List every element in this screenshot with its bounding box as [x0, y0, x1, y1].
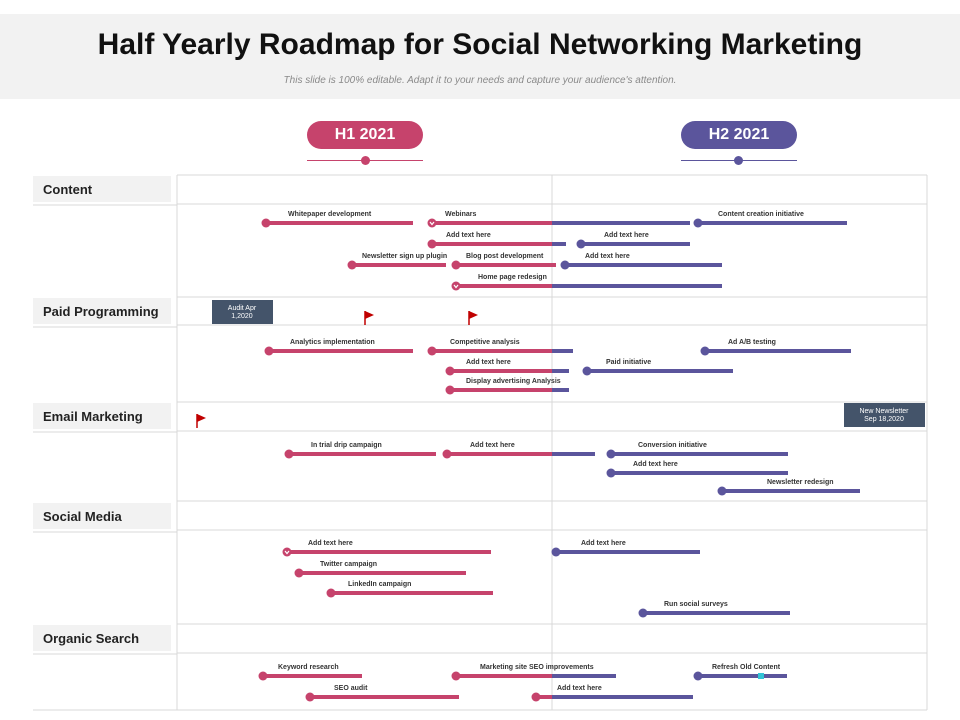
category-box — [33, 625, 171, 651]
task-label: Newsletter redesign — [767, 479, 834, 486]
task-label: Add text here — [466, 359, 511, 366]
milestone-marker — [758, 673, 764, 679]
task-label: Content creation initiative — [718, 211, 804, 218]
task-start-dot — [693, 218, 703, 228]
flag-icon — [469, 311, 478, 319]
task-start-dot — [560, 260, 570, 270]
category-label: Content — [43, 182, 93, 197]
milestone-label: Audit Apr 1,2020 — [228, 305, 257, 320]
task-label: Run social surveys — [664, 601, 728, 608]
task-label: Add text here — [470, 442, 515, 449]
category-box — [33, 298, 171, 324]
milestone-label-line: 1,2020 — [231, 313, 253, 320]
chevron-down-icon — [429, 221, 435, 226]
milestone-label: New Newsletter Sep 18,2020 — [859, 408, 909, 423]
task-start-dot — [264, 346, 274, 356]
task-label: Webinars — [445, 211, 476, 218]
milestone-box — [844, 403, 925, 427]
task-label: Add text here — [446, 232, 491, 239]
task-start-dot — [582, 366, 592, 376]
header-band — [0, 14, 960, 99]
task-label: Blog post development — [466, 253, 544, 260]
task-label: SEO audit — [334, 685, 368, 692]
task-label: Conversion initiative — [638, 442, 707, 449]
period-pill-h1: H1 2021 — [307, 121, 423, 149]
page-title: Half Yearly Roadmap for Social Networkin… — [97, 28, 863, 61]
task-label: Add text here — [585, 253, 630, 260]
task-start-dot — [282, 547, 292, 557]
task-start-dot — [451, 260, 461, 270]
task-start-dot — [261, 218, 271, 228]
task-start-dot — [445, 385, 455, 395]
task-label: Home page redesign — [478, 274, 547, 281]
category-label: Paid Programming — [43, 304, 159, 319]
task-start-dot — [693, 671, 703, 681]
task-start-dot — [347, 260, 357, 270]
milestone-label-line: New Newsletter — [859, 408, 909, 415]
task-label: Add text here — [581, 540, 626, 547]
task-label: Add text here — [604, 232, 649, 239]
task-start-dot — [258, 671, 268, 681]
chevron-down-icon — [453, 284, 459, 289]
task-start-dot — [606, 468, 616, 478]
task-start-dot — [606, 449, 616, 459]
page-subtitle: This slide is 100% editable. Adapt it to… — [283, 75, 677, 86]
task-start-dot — [531, 692, 541, 702]
category-box — [33, 503, 171, 529]
milestone-box — [212, 300, 273, 324]
task-label: Ad A/B testing — [728, 339, 776, 346]
task-start-dot — [576, 239, 586, 249]
task-label: Display advertising Analysis — [466, 378, 561, 385]
task-start-dot — [326, 588, 336, 598]
task-label: Keyword research — [278, 664, 339, 671]
task-start-dot — [427, 218, 437, 228]
task-start-dot — [445, 366, 455, 376]
task-start-dot — [305, 692, 315, 702]
task-start-dot — [700, 346, 710, 356]
milestone-label-line: Sep 18,2020 — [864, 416, 904, 423]
task-label: Refresh Old Content — [712, 664, 781, 671]
task-label: LinkedIn campaign — [348, 581, 411, 588]
task-start-dot — [427, 239, 437, 249]
task-start-dot — [442, 449, 452, 459]
flag-icon — [197, 414, 206, 422]
period-pill-h2: H2 2021 — [681, 121, 797, 149]
category-label: Email Marketing — [43, 409, 143, 424]
category-box — [33, 403, 171, 429]
task-start-dot — [284, 449, 294, 459]
task-label: Add text here — [557, 685, 602, 692]
period-dot-h2 — [734, 156, 743, 165]
category-label: Social Media — [43, 509, 123, 524]
task-label: Whitepaper development — [288, 211, 372, 218]
task-label: Newsletter sign up plugin — [362, 253, 447, 260]
task-label: Twitter campaign — [320, 561, 377, 568]
task-label: Add text here — [308, 540, 353, 547]
task-label: In trial drip campaign — [311, 442, 382, 449]
task-start-dot — [451, 281, 461, 291]
period-dot-h1 — [361, 156, 370, 165]
task-label: Analytics implementation — [290, 339, 375, 346]
flag-icon — [365, 311, 374, 319]
task-start-dot — [717, 486, 727, 496]
task-start-dot — [551, 547, 561, 557]
category-box — [33, 176, 171, 202]
task-label: Paid initiative — [606, 359, 651, 366]
task-start-dot — [638, 608, 648, 618]
chevron-down-icon — [284, 550, 290, 555]
task-start-dot — [294, 568, 304, 578]
category-label: Organic Search — [43, 631, 139, 646]
task-start-dot — [451, 671, 461, 681]
task-label: Marketing site SEO improvements — [480, 664, 594, 671]
task-start-dot — [427, 346, 437, 356]
task-label: Competitive analysis — [450, 339, 520, 346]
task-label: Add text here — [633, 461, 678, 468]
milestone-label-line: Audit Apr — [228, 305, 257, 312]
